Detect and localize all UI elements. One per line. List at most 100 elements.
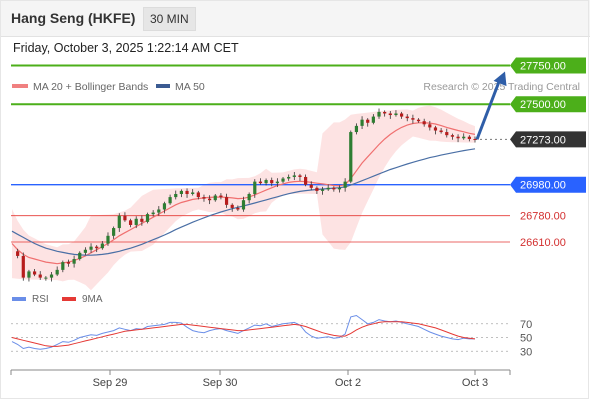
candle-body xyxy=(185,190,189,194)
legend-swatch-9ma xyxy=(62,297,76,301)
candle-body xyxy=(450,135,455,137)
candle-body xyxy=(473,139,477,141)
rsi-tick-30: 30 xyxy=(520,346,532,358)
candle-body xyxy=(128,220,133,225)
candle xyxy=(428,120,432,131)
candle xyxy=(337,185,342,193)
legend-label-9ma: 9MA xyxy=(82,294,103,305)
candle-body xyxy=(241,200,246,210)
candle xyxy=(66,259,71,267)
candle xyxy=(61,260,65,273)
candle-body xyxy=(151,212,155,215)
candle xyxy=(157,206,161,216)
candle-body xyxy=(230,204,234,208)
candle-body xyxy=(371,116,375,123)
candle xyxy=(315,186,319,194)
candle-body xyxy=(462,136,466,139)
candle xyxy=(360,116,364,129)
candle-body xyxy=(27,271,31,278)
candle xyxy=(467,135,471,142)
candle-body xyxy=(72,259,76,264)
candle-body xyxy=(360,119,364,126)
x-axis: Sep 29 Sep 30 Oct 2 Oct 3 xyxy=(10,370,511,389)
rsi-line xyxy=(11,314,475,350)
candle-body xyxy=(315,187,319,191)
candle xyxy=(151,210,155,217)
candle-body xyxy=(416,119,421,122)
level-tag-text: 27273.00 xyxy=(520,134,566,146)
candle-body xyxy=(439,130,443,133)
candle-body xyxy=(377,111,381,117)
candle xyxy=(140,215,144,226)
candle-body xyxy=(134,218,138,225)
candle-body xyxy=(49,274,54,278)
candle xyxy=(112,226,116,239)
candle xyxy=(405,114,409,122)
candle xyxy=(224,193,229,208)
candle-body xyxy=(117,215,121,229)
rsi-ma-line xyxy=(11,321,476,347)
candle xyxy=(270,177,274,187)
level-tag-27500.00: 27500.00 xyxy=(510,96,586,113)
candle xyxy=(241,196,246,212)
candle-body xyxy=(174,194,178,198)
chart-legend: MA 20 + Bollinger Bands MA 50 Research ©… xyxy=(12,81,580,93)
candle xyxy=(213,194,217,202)
candle-body xyxy=(61,262,65,270)
rsi-tick-50: 50 xyxy=(520,333,532,345)
candle-body xyxy=(399,113,404,117)
candle-body xyxy=(55,269,59,275)
candle xyxy=(106,232,110,246)
candle xyxy=(16,248,20,259)
legend-label-ma50: MA 50 xyxy=(175,81,205,93)
level-label-26780.00: 26780.00 xyxy=(520,211,566,223)
candle-body xyxy=(157,209,161,213)
price-levels xyxy=(11,64,510,243)
candle-body xyxy=(394,113,398,116)
candle-body xyxy=(422,121,426,125)
candle xyxy=(128,218,133,228)
candle-body xyxy=(253,181,257,194)
candle xyxy=(179,189,183,198)
candle-body xyxy=(270,180,274,184)
candle xyxy=(298,173,302,181)
candle xyxy=(174,190,178,200)
candle xyxy=(196,190,200,200)
candle-body xyxy=(433,127,438,131)
candle xyxy=(354,123,359,135)
candle-body xyxy=(89,246,93,250)
candle xyxy=(473,136,477,143)
candle xyxy=(162,201,167,214)
candle xyxy=(168,194,172,205)
candle xyxy=(292,172,296,181)
timeframe-badge[interactable]: 30 MIN xyxy=(143,7,196,31)
candle xyxy=(83,247,88,256)
candle-body xyxy=(32,271,37,275)
candle xyxy=(219,193,223,200)
candle xyxy=(422,118,426,127)
instrument-title: Hang Seng (HKFE) xyxy=(11,10,136,26)
candle-body xyxy=(320,189,325,191)
level-tag-bg xyxy=(510,131,586,148)
candle xyxy=(100,241,104,250)
candle-body xyxy=(264,180,268,184)
candle-body xyxy=(428,124,432,128)
x-tick-label: Sep 30 xyxy=(203,377,238,389)
candle xyxy=(32,268,37,277)
candle-body xyxy=(292,175,296,177)
candle xyxy=(366,118,370,127)
candle xyxy=(377,108,381,119)
candle-body xyxy=(208,198,212,201)
candle-body xyxy=(21,255,25,278)
x-tick-label: Oct 2 xyxy=(335,377,361,389)
candle xyxy=(349,130,353,184)
candle-body xyxy=(281,178,285,182)
candle-body xyxy=(123,215,127,221)
candle xyxy=(230,203,234,212)
candle-body xyxy=(196,192,200,198)
candle xyxy=(456,134,460,143)
candle xyxy=(394,110,398,117)
candle xyxy=(27,269,31,282)
candle-body xyxy=(298,175,302,177)
